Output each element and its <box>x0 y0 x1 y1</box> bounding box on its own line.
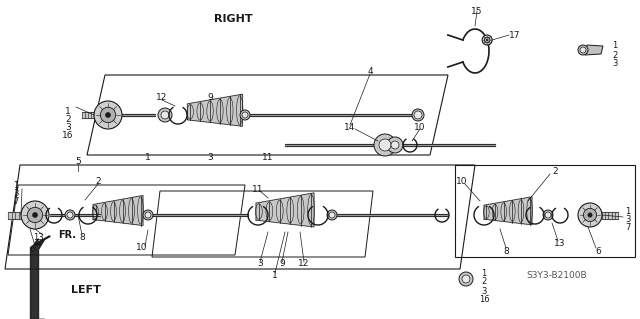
Text: 11: 11 <box>252 184 264 194</box>
Circle shape <box>100 107 116 123</box>
Text: 3: 3 <box>65 122 71 131</box>
Text: 2: 2 <box>481 278 486 286</box>
Text: 12: 12 <box>156 93 168 101</box>
Text: 10: 10 <box>456 176 468 186</box>
Circle shape <box>545 212 551 218</box>
Circle shape <box>543 210 553 220</box>
Text: 1: 1 <box>272 271 278 279</box>
Polygon shape <box>256 193 314 227</box>
Circle shape <box>94 101 122 129</box>
Text: LEFT: LEFT <box>72 285 101 295</box>
Circle shape <box>482 35 492 45</box>
Circle shape <box>242 112 248 118</box>
Circle shape <box>28 207 43 223</box>
Text: 8: 8 <box>79 233 85 241</box>
Text: 1: 1 <box>65 107 71 115</box>
Circle shape <box>145 212 151 218</box>
Circle shape <box>580 47 586 53</box>
Text: 10: 10 <box>136 242 148 251</box>
Circle shape <box>414 111 422 119</box>
Text: 2: 2 <box>65 115 71 123</box>
Polygon shape <box>250 114 415 116</box>
Circle shape <box>65 210 75 220</box>
Circle shape <box>584 208 596 222</box>
Polygon shape <box>93 196 143 226</box>
Text: 2: 2 <box>95 176 101 186</box>
Text: 3: 3 <box>13 189 19 197</box>
Circle shape <box>161 111 169 119</box>
Circle shape <box>412 109 424 121</box>
Text: 9: 9 <box>279 259 285 269</box>
Text: 3: 3 <box>207 153 213 162</box>
Circle shape <box>578 203 602 227</box>
Text: 2: 2 <box>612 50 618 60</box>
Polygon shape <box>602 211 618 219</box>
Polygon shape <box>285 144 495 146</box>
Polygon shape <box>188 94 243 126</box>
Text: 7: 7 <box>625 222 630 232</box>
Text: 14: 14 <box>344 122 356 131</box>
Text: 3: 3 <box>481 286 486 295</box>
Text: 13: 13 <box>33 233 44 241</box>
Text: 8: 8 <box>503 247 509 256</box>
Text: 2: 2 <box>552 167 558 175</box>
Text: 6: 6 <box>595 247 601 256</box>
Text: 7: 7 <box>13 197 19 205</box>
Polygon shape <box>82 112 94 118</box>
Text: 3: 3 <box>612 60 618 69</box>
Circle shape <box>391 141 399 149</box>
Polygon shape <box>152 214 248 216</box>
Circle shape <box>329 212 335 218</box>
Circle shape <box>459 272 473 286</box>
Circle shape <box>143 210 153 220</box>
Text: S3Y3-B2100B: S3Y3-B2100B <box>526 271 587 279</box>
Text: RIGHT: RIGHT <box>214 14 253 24</box>
Text: 1: 1 <box>13 181 19 189</box>
Polygon shape <box>484 197 532 225</box>
Circle shape <box>387 137 403 153</box>
Text: 9: 9 <box>207 93 213 101</box>
Text: 17: 17 <box>509 31 520 40</box>
Circle shape <box>106 113 111 117</box>
Text: 3: 3 <box>257 259 263 269</box>
Polygon shape <box>336 214 448 216</box>
Text: FR.: FR. <box>58 230 76 240</box>
Circle shape <box>158 108 172 122</box>
Text: 1: 1 <box>481 269 486 278</box>
Circle shape <box>379 139 391 151</box>
Text: 12: 12 <box>298 259 310 269</box>
Circle shape <box>33 212 38 218</box>
Text: 1: 1 <box>612 41 618 50</box>
Text: 4: 4 <box>367 66 373 76</box>
Polygon shape <box>585 45 603 55</box>
Polygon shape <box>122 114 155 116</box>
Circle shape <box>588 213 592 217</box>
Circle shape <box>21 201 49 229</box>
Text: 1: 1 <box>145 153 151 162</box>
Text: 10: 10 <box>414 122 426 131</box>
Circle shape <box>462 275 470 283</box>
Circle shape <box>484 37 490 43</box>
Text: 16: 16 <box>62 130 74 139</box>
Text: 3: 3 <box>625 214 630 224</box>
Circle shape <box>67 212 73 218</box>
Text: 6: 6 <box>29 246 35 255</box>
Text: 13: 13 <box>554 240 566 249</box>
Polygon shape <box>50 214 100 216</box>
Polygon shape <box>8 211 22 219</box>
Text: 11: 11 <box>262 153 274 162</box>
Text: 1: 1 <box>625 206 630 216</box>
Circle shape <box>240 110 250 120</box>
Circle shape <box>486 39 488 41</box>
Circle shape <box>578 45 588 55</box>
Text: 16: 16 <box>479 295 490 305</box>
Text: 5: 5 <box>75 158 81 167</box>
Circle shape <box>374 134 396 156</box>
Text: 15: 15 <box>471 6 483 16</box>
Circle shape <box>327 210 337 220</box>
